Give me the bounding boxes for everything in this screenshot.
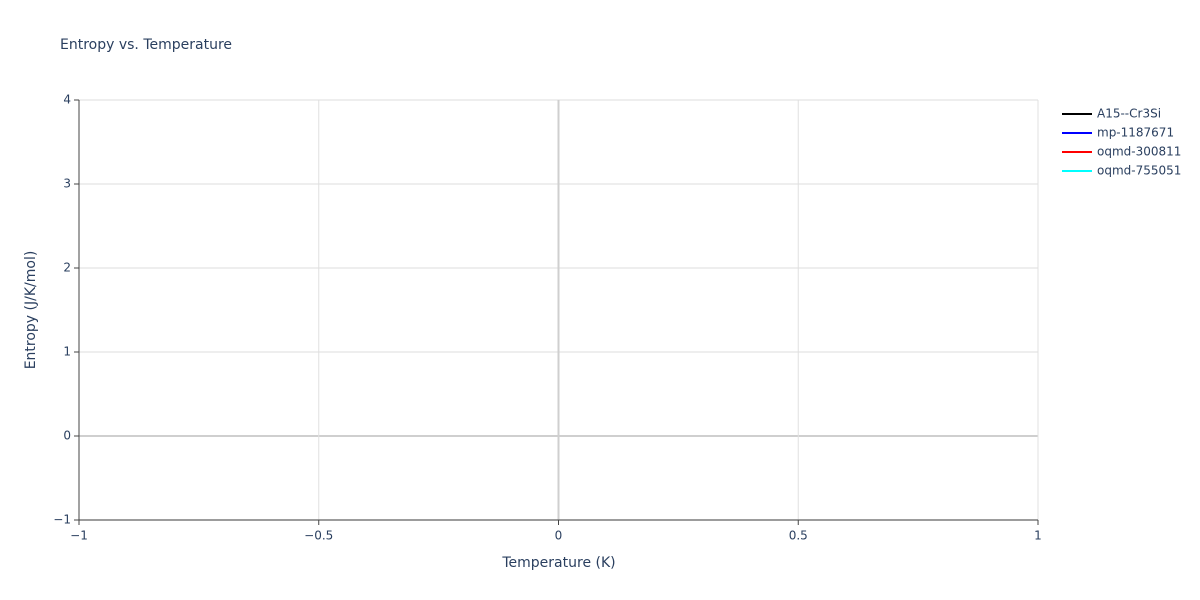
x-tick-label: −1 (70, 529, 88, 543)
legend-label: A15--Cr3Si (1097, 107, 1161, 121)
y-tick-label: −1 (53, 513, 71, 527)
x-axis-title: Temperature (K) (501, 555, 615, 571)
y-axis-title: Entropy (J/K/mol) (23, 251, 39, 370)
y-tick-label: 2 (63, 261, 71, 275)
legend-label: oqmd-755051 (1097, 164, 1181, 178)
legend-label: mp-1187671 (1097, 126, 1174, 140)
chart-title: Entropy vs. Temperature (60, 37, 232, 53)
x-tick-label: −0.5 (304, 529, 333, 543)
x-tick-label: 0.5 (789, 529, 808, 543)
y-tick-label: 4 (63, 93, 71, 107)
legend-label: oqmd-300811 (1097, 145, 1181, 159)
y-tick-label: 1 (63, 345, 71, 359)
x-tick-label: 0 (555, 529, 563, 543)
y-tick-label: 3 (63, 177, 71, 191)
y-tick-label: 0 (63, 429, 71, 443)
x-tick-label: 1 (1034, 529, 1042, 543)
